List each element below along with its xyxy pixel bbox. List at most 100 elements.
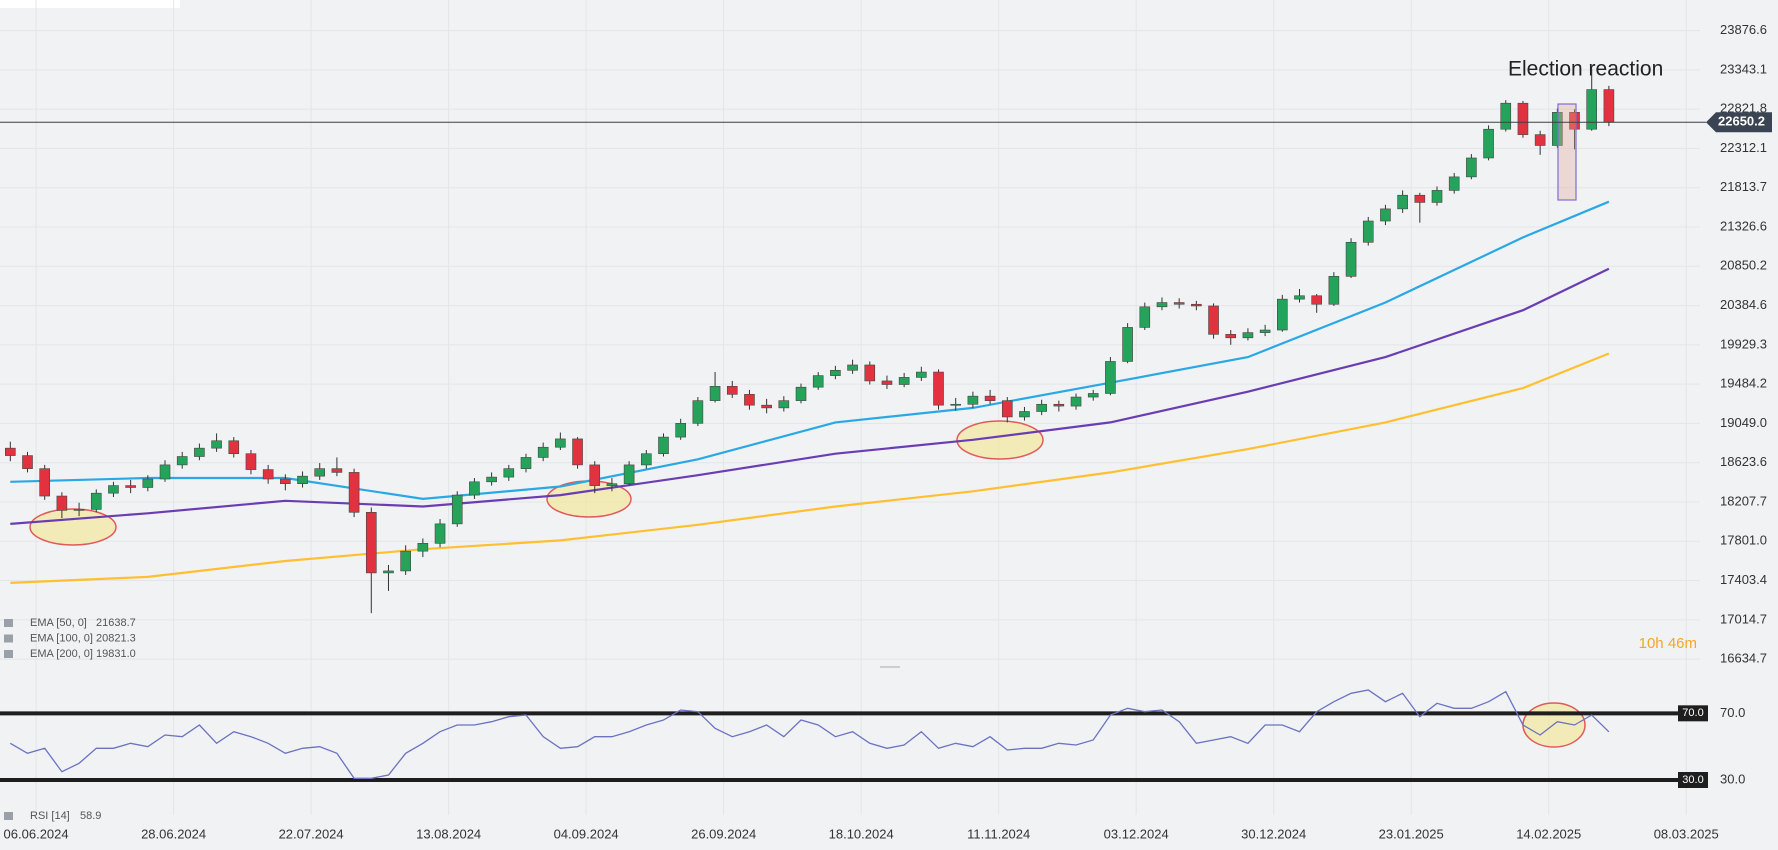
x-tick-label: 13.08.2024 (416, 826, 481, 841)
y-tick-label: 23876.6 (1720, 22, 1767, 37)
candle-body (744, 394, 755, 406)
x-tick-label: 03.12.2024 (1104, 826, 1169, 841)
candle-body (1362, 220, 1374, 243)
candle-body (537, 446, 549, 458)
legend-value: 21638.7 (96, 617, 136, 629)
countdown: 10h 46m (1639, 635, 1697, 652)
rsi-level-box-label: 30.0 (1682, 774, 1703, 786)
rsi-tick-label: 30.0 (1720, 771, 1745, 786)
legend-name: EMA [100, 0] (30, 632, 93, 644)
candle-body (1070, 396, 1082, 407)
rsi-level-box (1678, 705, 1708, 722)
last-price-box (1706, 112, 1772, 133)
x-tick-label: 22.07.2024 (279, 826, 344, 841)
grid (0, 0, 1700, 815)
candle-body (933, 371, 944, 406)
y-tick-label: 21326.6 (1720, 218, 1767, 233)
candle-body (1225, 334, 1237, 339)
legend-value: 19831.0 (96, 648, 136, 660)
ema-line (10, 352, 1610, 584)
candle-body (589, 464, 601, 486)
candle-body (1173, 302, 1185, 305)
candle-body (967, 395, 979, 405)
candle-body (555, 438, 566, 448)
candle-body (916, 371, 927, 378)
candle-body (1534, 134, 1546, 146)
candle-body (1191, 303, 1202, 307)
candle-body (847, 364, 858, 371)
highlight-ellipse (956, 420, 1044, 460)
candle-body (56, 495, 68, 511)
candle-body (400, 550, 411, 572)
candle-body (898, 377, 910, 385)
candle-body (262, 469, 274, 480)
candle-body (1448, 176, 1460, 191)
candle-body (125, 485, 136, 488)
candle-body (520, 457, 532, 469)
y-tick-label: 23343.1 (1720, 61, 1767, 76)
legend-icon (4, 650, 13, 658)
ema-line (10, 267, 1610, 525)
candle-body (1208, 305, 1219, 335)
highlight-ellipse (29, 508, 117, 546)
candle-body (486, 476, 497, 483)
y-tick-label: 17801.0 (1720, 533, 1767, 548)
rsi-tick-label: 70.0 (1720, 705, 1745, 720)
candle-body (1328, 276, 1340, 305)
legend-name: EMA [200, 0] (30, 648, 93, 660)
y-tick-label: 18207.7 (1720, 493, 1767, 508)
y-tick-label: 22821.8 (1720, 101, 1767, 116)
candle-body (176, 456, 188, 466)
candle-body (1397, 194, 1408, 210)
candle-body (1483, 128, 1494, 159)
candle-body (1414, 194, 1426, 203)
candle-body (1294, 295, 1305, 300)
candle-body (1259, 329, 1271, 333)
candle-body (881, 380, 893, 385)
legend-icon (4, 812, 13, 820)
candle-body (1277, 298, 1288, 331)
legend-icon (4, 619, 13, 627)
candle-body (1139, 306, 1151, 328)
candle-body (761, 404, 772, 409)
candle-body (228, 440, 240, 455)
legend-value: 20821.3 (96, 632, 136, 644)
rsi-level-box (1678, 772, 1708, 788)
x-tick-label: 26.09.2024 (691, 826, 756, 841)
candle-body (675, 423, 686, 438)
candle-body (194, 447, 205, 457)
candle-body (245, 453, 257, 470)
candle-body (1036, 403, 1047, 412)
candle-body (1087, 393, 1099, 398)
candle-body (22, 455, 33, 469)
candle-body (812, 375, 824, 388)
legend-icon (4, 634, 13, 643)
candle-body (1431, 190, 1443, 203)
candle-body (1569, 112, 1580, 130)
candle-body (39, 468, 50, 497)
candle-body (623, 464, 635, 485)
candle-body (348, 472, 360, 513)
candle-body (73, 509, 85, 511)
candle-body (1156, 302, 1168, 308)
y-tick-label: 20850.2 (1720, 258, 1767, 273)
candle-body (331, 468, 343, 473)
x-tick-label: 18.10.2024 (829, 826, 894, 841)
y-tick-label: 17403.4 (1720, 572, 1767, 587)
candle-body (950, 403, 962, 406)
candle-body (1603, 89, 1615, 123)
candle-body (417, 543, 429, 552)
candle-body (864, 364, 876, 382)
candle-body (469, 481, 480, 496)
candle-body (365, 511, 377, 574)
candle-body (297, 475, 308, 485)
candle-body (984, 395, 996, 401)
candle-body (5, 447, 16, 456)
candle-body (503, 468, 515, 478)
x-tick-label: 23.01.2025 (1379, 826, 1444, 841)
y-tick-label: 22312.1 (1720, 140, 1767, 155)
rsi-legend-value: 58.9 (80, 810, 101, 822)
candle-body (1105, 361, 1116, 394)
candle-body (795, 386, 807, 401)
